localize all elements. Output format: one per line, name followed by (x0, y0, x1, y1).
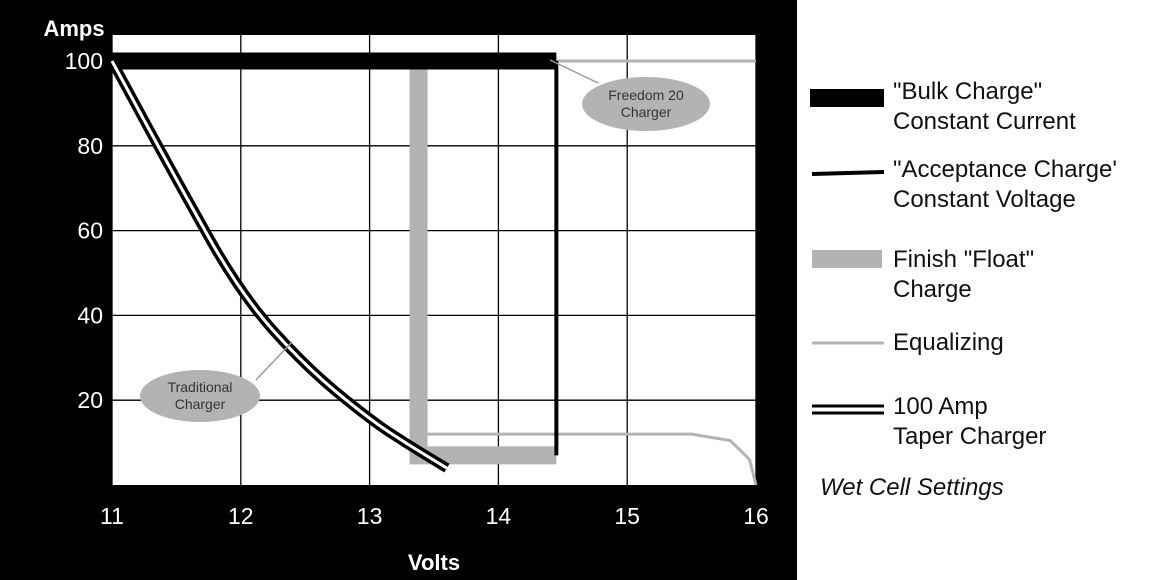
y-tick-label: 100 (65, 48, 103, 74)
x-tick-label: 12 (228, 503, 254, 529)
y-tick-label: 40 (77, 302, 103, 328)
legend-item-bulk-charge: "Bulk Charge" Constant Current (805, 77, 1171, 147)
legend-item-taper-charger: 100 Amp Taper Charger (805, 392, 1171, 462)
callout-bubble (582, 77, 710, 131)
tick-labels: 20 40 60 80 100 11 12 13 14 15 16 (65, 48, 769, 529)
x-tick-label: 16 (743, 503, 769, 529)
legend-label-line1: 100 Amp (893, 393, 988, 420)
legend-item-acceptance-charge: "Acceptance Charge' Constant Voltage (805, 155, 1171, 225)
callout-label: Freedom 20 (608, 87, 684, 103)
legend-item-float-charge: Finish "Float" Charge (805, 245, 1171, 315)
legend-label-line2: Constant Current (893, 108, 1076, 135)
x-axis-title: Volts (408, 550, 460, 575)
chart-panel: Freedom 20 Charger Traditional Charger 20 40… (0, 0, 797, 580)
callout-label: Charger (175, 396, 226, 412)
y-tick-label: 80 (77, 133, 103, 159)
series-layer (107, 52, 758, 486)
equalizing-swatch-icon (812, 341, 884, 345)
legend-label-line2: Charge (893, 276, 972, 303)
legend-label-line1: Equalizing (893, 329, 1004, 356)
legend: "Bulk Charge" Constant Current "Acceptan… (805, 0, 1171, 580)
legend-label-line1: "Bulk Charge" (893, 78, 1043, 105)
x-tick-label: 11 (100, 503, 124, 529)
legend-label-line2: Constant Voltage (893, 186, 1076, 213)
series-equalizing (418, 432, 758, 486)
x-tick-label: 14 (486, 503, 512, 529)
bulk-charge-swatch-icon (810, 89, 884, 107)
y-axis-title: Amps (43, 16, 104, 41)
acceptance-charge-swatch-icon (811, 170, 885, 176)
legend-item-equalizing: Equalizing (805, 328, 1171, 398)
taper-charger-swatch-icon (812, 404, 884, 415)
y-tick-label: 60 (77, 218, 103, 244)
legend-label-line2: Taper Charger (893, 423, 1047, 450)
x-tick-label: 13 (357, 503, 383, 529)
legend-label-line1: Finish "Float" (893, 246, 1035, 273)
legend-note: Wet Cell Settings (820, 474, 1004, 501)
callout-label: Charger (621, 104, 672, 120)
legend-label-line1: "Acceptance Charge' (893, 156, 1117, 183)
y-tick-label: 20 (77, 387, 103, 413)
callout-leader (255, 341, 293, 381)
callout-bubble (140, 370, 260, 422)
series-taper-charger-inner (110, 60, 448, 470)
float-charge-swatch-icon (812, 250, 882, 268)
callout-leader (549, 59, 599, 84)
x-tick-label: 15 (614, 503, 640, 529)
callout-label: Traditional (168, 379, 233, 395)
